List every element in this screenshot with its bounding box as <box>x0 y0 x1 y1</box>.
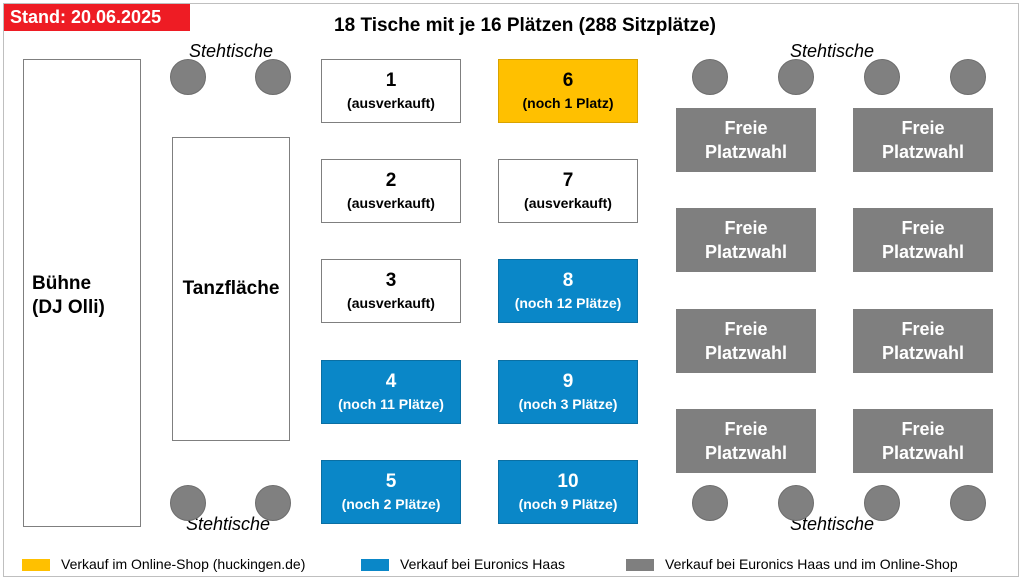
standing-table <box>950 59 986 95</box>
table-1[interactable]: 1 (ausverkauft) <box>321 59 461 123</box>
table-7[interactable]: 7 (ausverkauft) <box>498 159 638 223</box>
legend-swatch-both <box>626 559 654 571</box>
table-4[interactable]: 4 (noch 11 Plätze) <box>321 360 461 424</box>
table-number: 10 <box>557 471 579 492</box>
dance-floor: Tanzfläche <box>172 137 290 441</box>
legend-swatch-euronics <box>361 559 389 571</box>
standing-table <box>170 59 206 95</box>
table-9[interactable]: 9 (noch 3 Plätze) <box>498 360 638 424</box>
table-6[interactable]: 6 (noch 1 Platz) <box>498 59 638 123</box>
legend-label-euronics: Verkauf bei Euronics Haas <box>400 556 565 572</box>
legend-label-online-shop: Verkauf im Online-Shop (huckingen.de) <box>61 556 306 572</box>
standing-table <box>864 59 900 95</box>
standing-table <box>255 485 291 521</box>
stage-area: Bühne (DJ Olli) <box>23 59 141 527</box>
standing-table <box>170 485 206 521</box>
table-8[interactable]: 8 (noch 12 Plätze) <box>498 259 638 323</box>
table-number: 4 <box>385 371 397 392</box>
free-seating-table[interactable]: Freie Platzwahl <box>853 409 993 473</box>
table-status: (noch 2 Plätze) <box>341 496 441 512</box>
stehtische-label-bottom-left: Stehtische <box>186 514 271 534</box>
table-number: 6 <box>562 70 574 91</box>
dance-floor-label: Tanzfläche <box>182 278 280 299</box>
table-number: 5 <box>385 471 397 492</box>
table-status: (ausverkauft) <box>347 195 435 211</box>
free-seating-table[interactable]: Freie Platzwahl <box>676 409 816 473</box>
standing-table <box>778 59 814 95</box>
table-number: 2 <box>385 170 397 191</box>
table-status: (noch 3 Plätze) <box>518 396 618 412</box>
table-3[interactable]: 3 (ausverkauft) <box>321 259 461 323</box>
table-number: 7 <box>562 170 574 191</box>
free-seating-table[interactable]: Freie Platzwahl <box>853 108 993 172</box>
stehtische-label-bottom-right: Stehtische <box>790 514 875 534</box>
standing-table <box>778 485 814 521</box>
table-2[interactable]: 2 (ausverkauft) <box>321 159 461 223</box>
table-status: (ausverkauft) <box>524 195 612 211</box>
table-status: (noch 11 Plätze) <box>338 396 444 412</box>
standing-table <box>692 59 728 95</box>
table-status: (noch 12 Plätze) <box>514 295 622 311</box>
table-status: (ausverkauft) <box>347 95 435 111</box>
table-status: (noch 1 Platz) <box>522 95 614 111</box>
standing-table <box>864 485 900 521</box>
table-status: (noch 9 Plätze) <box>518 496 618 512</box>
free-seating-table[interactable]: Freie Platzwahl <box>676 309 816 373</box>
free-seating-table[interactable]: Freie Platzwahl <box>676 208 816 272</box>
table-status: (ausverkauft) <box>347 295 435 311</box>
table-number: 9 <box>562 371 574 392</box>
standing-table <box>692 485 728 521</box>
plan-title: 18 Tische mit je 16 Plätzen (288 Sitzplä… <box>334 15 716 36</box>
table-10[interactable]: 10 (noch 9 Plätze) <box>498 460 638 524</box>
stehtische-label-top-left: Stehtische <box>189 41 274 61</box>
stehtische-label-top-right: Stehtische <box>790 41 875 61</box>
plan-frame <box>3 3 1019 577</box>
legend-label-both: Verkauf bei Euronics Haas und im Online-… <box>665 556 958 572</box>
standing-table <box>950 485 986 521</box>
table-number: 3 <box>385 270 397 291</box>
free-seating-table[interactable]: Freie Platzwahl <box>676 108 816 172</box>
free-seating-table[interactable]: Freie Platzwahl <box>853 208 993 272</box>
standing-table <box>255 59 291 95</box>
legend-swatch-online-shop <box>22 559 50 571</box>
stand-date-badge: Stand: 20.06.2025 <box>4 4 190 31</box>
stage-label: Bühne (DJ Olli) <box>32 273 105 318</box>
table-number: 1 <box>385 70 397 91</box>
table-number: 8 <box>562 270 574 291</box>
free-seating-table[interactable]: Freie Platzwahl <box>853 309 993 373</box>
table-5[interactable]: 5 (noch 2 Plätze) <box>321 460 461 524</box>
